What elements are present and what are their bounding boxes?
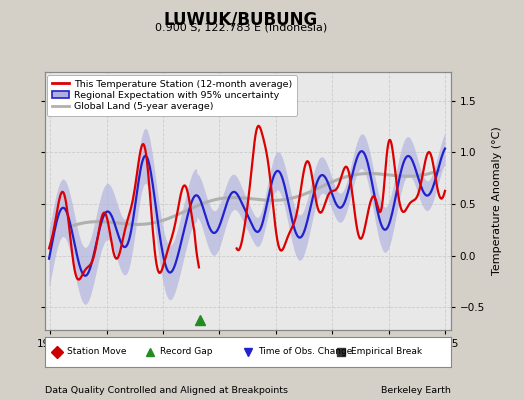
Text: Data Quality Controlled and Aligned at Breakpoints: Data Quality Controlled and Aligned at B…: [45, 386, 288, 395]
Text: Empirical Break: Empirical Break: [351, 347, 422, 356]
Text: Time of Obs. Change: Time of Obs. Change: [258, 347, 352, 356]
Y-axis label: Temperature Anomaly (°C): Temperature Anomaly (°C): [492, 127, 502, 275]
Text: 0.900 S, 122.783 E (Indonesia): 0.900 S, 122.783 E (Indonesia): [155, 22, 327, 32]
Text: LUWUK/BUBUNG: LUWUK/BUBUNG: [164, 10, 318, 28]
Text: Berkeley Earth: Berkeley Earth: [381, 386, 451, 395]
Text: Station Move: Station Move: [67, 347, 126, 356]
Text: Record Gap: Record Gap: [160, 347, 213, 356]
Legend: This Temperature Station (12-month average), Regional Expectation with 95% uncer: This Temperature Station (12-month avera…: [47, 75, 297, 116]
